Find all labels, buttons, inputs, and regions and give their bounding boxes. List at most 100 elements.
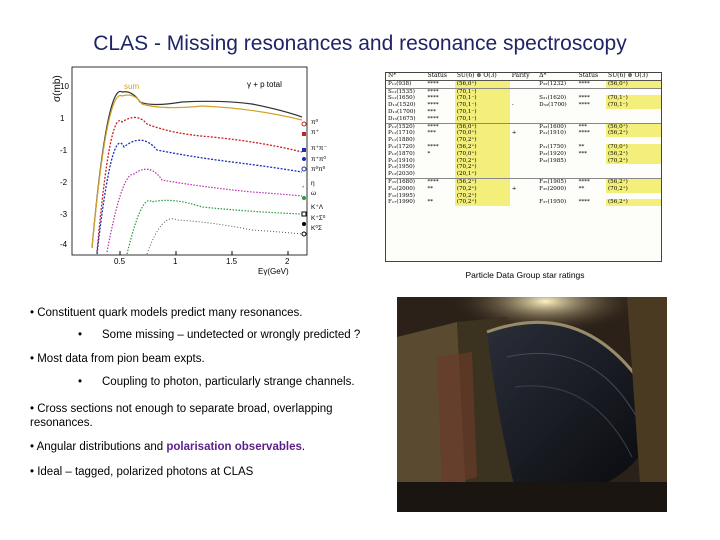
pdg-row: P₁₃(1720) **** (56,2⁺) P₃₁(1750) ** (70,0⁺) xyxy=(386,143,661,151)
pdg-cell xyxy=(577,137,606,144)
pdg-row: F₁₇(1990) ** (70,2⁺) F₃₇(1950) **** (56,2⁺) xyxy=(386,199,661,207)
pdg-row: P₁₁(1880) (70,2⁺) xyxy=(386,137,661,144)
legend-entry: π⁰π⁰ xyxy=(311,165,326,173)
pdg-cell xyxy=(577,171,606,178)
pdg-cell: **** xyxy=(578,95,590,102)
pdg-cell xyxy=(537,109,576,116)
legend-entry: π⁺ xyxy=(311,129,319,137)
pdg-cell: (56,2⁺) xyxy=(605,150,661,158)
pdg-cell: (70,0⁺) xyxy=(454,150,510,158)
legend-entry: K⁺Λ xyxy=(311,204,324,212)
pdg-cell: **** xyxy=(427,143,439,150)
pdg-cell: **** xyxy=(425,122,455,131)
pdg-cell: (70,1⁻) xyxy=(454,87,510,96)
pdg-cell xyxy=(577,164,606,171)
pdg-cell: (70,0⁺) xyxy=(454,130,510,138)
pdg-cell: F₁₅(2000) xyxy=(388,185,415,192)
x-tick-2: 2 xyxy=(285,257,290,266)
pdg-cell xyxy=(510,158,537,165)
legend-entry: π⁺π⁻ xyxy=(311,145,327,153)
pdg-cell: (70,1⁻) xyxy=(454,102,510,109)
cross-section-plot: * σ(mb) 10 1 -1 -2 -3 -4 0.5 1 1.5 2 Eγ(… xyxy=(52,62,352,277)
legend-entry: π⁰ xyxy=(311,119,319,126)
pdg-cell: *** xyxy=(576,122,606,131)
pdg-cell xyxy=(537,137,576,144)
pdg-cell: (70,2⁺) xyxy=(454,137,510,144)
pdg-cell: **** xyxy=(578,130,590,137)
pdg-cell xyxy=(537,171,576,178)
pdg-cell: (56,0⁺) xyxy=(454,80,510,89)
pdg-row: P₁₁(938) **** (56,0⁺) P₃₃(1232) **** (56,0⁺) xyxy=(386,80,661,89)
pdg-row: D₁₃(1700) *** (70,1⁻) xyxy=(386,108,661,116)
pdg-header-cell: SU(6) ⊗ O(3) xyxy=(454,73,510,81)
pdg-cell: **** xyxy=(427,95,439,102)
legend-entry: ω xyxy=(311,190,317,198)
pdg-cell: P₁₃(2030) xyxy=(388,171,415,178)
pdg-cell: P₁₃(1720) xyxy=(388,143,415,150)
bullet-4-highlight: polarisation observables xyxy=(166,441,302,453)
pdg-cell: * xyxy=(427,150,431,157)
pdg-cell: - xyxy=(511,102,514,109)
pdg-cell xyxy=(537,87,577,96)
pdg-cell: **** xyxy=(427,115,439,122)
pdg-cell xyxy=(425,171,454,178)
pdg-cell xyxy=(425,193,454,200)
pdg-row: P₁₁(1710) *** (70,0⁺) + P₃₁(1910) **** (56,2⁺) xyxy=(386,130,661,138)
pdg-cell: ** xyxy=(427,185,434,192)
pdg-cell xyxy=(510,137,537,144)
pdg-cell: S₃₁(1620) xyxy=(539,95,567,102)
pdg-cell: **** xyxy=(425,177,455,186)
sum-label: sum xyxy=(124,82,140,91)
pdg-row: P₁₃(1950) (70,2⁺) xyxy=(386,164,661,172)
pdg-cell xyxy=(509,177,538,186)
pdg-cell xyxy=(425,137,454,144)
pdg-cell xyxy=(510,95,537,102)
pdg-cell: *** xyxy=(427,108,436,115)
pdg-header-cell: Status xyxy=(425,73,455,81)
pdg-cell: P₁₃(1870) xyxy=(388,150,415,157)
pdg-cell: (70,0⁺) xyxy=(605,143,661,151)
pdg-cell xyxy=(510,193,537,200)
pdg-row: P₁₃(1870) * (70,0⁺) P₃₃(1920) *** (56,2⁺) xyxy=(386,150,661,158)
legend-entry: π⁺π⁰ xyxy=(311,155,327,163)
plot-x-axis-label: Eγ(GeV) xyxy=(258,267,289,276)
pdg-cell: D₁₅(1675) xyxy=(388,115,416,122)
pdg-cell xyxy=(577,116,606,123)
pdg-cell: (56,2⁺) xyxy=(454,143,510,151)
pdg-cell: (20,1⁺) xyxy=(454,171,510,179)
pdg-row: S₁₁(1650) **** (70,1⁻) S₃₁(1620) **** (70,1⁻) xyxy=(386,95,661,103)
sub-bullet-marker: • xyxy=(78,376,83,388)
pdg-cell: (56,2⁺) xyxy=(605,177,661,186)
bullet-3: • Cross sections not enough to separate … xyxy=(30,403,333,429)
pdg-cell xyxy=(577,158,606,165)
pdg-cell: *** xyxy=(578,150,588,157)
pdg-cell: P₃₃(1600) xyxy=(537,122,577,131)
pdg-cell: ** xyxy=(578,143,585,150)
pdg-cell: **** xyxy=(576,177,606,186)
pdg-cell xyxy=(509,87,538,96)
x-tick-1: 1 xyxy=(173,257,178,266)
pdg-cell: D₁₃(1700) xyxy=(388,108,416,115)
pdg-cell: *** xyxy=(427,130,436,137)
pdg-cell xyxy=(606,171,661,178)
pdg-cell: (70,2⁺) xyxy=(605,185,661,193)
pdg-cell xyxy=(606,116,661,123)
pdg-cell: (70,1⁻) xyxy=(454,108,510,116)
pdg-cell: (56,2⁺) xyxy=(605,199,661,207)
pdg-cell: P₃₁(1910) xyxy=(539,130,567,137)
pdg-cell: P₃₁(1750) xyxy=(539,143,567,150)
pdg-cell: P₃₃(1985) xyxy=(539,157,567,164)
pdg-cell: (70,1⁻) xyxy=(605,95,661,103)
svg-text:*: * xyxy=(302,186,305,192)
pdg-cell: (70,1⁻) xyxy=(454,115,510,124)
pdg-cell xyxy=(606,109,661,116)
pdg-cell: (56,2⁺) xyxy=(605,130,661,138)
bullet-4-text: • Angular distributions and xyxy=(30,441,167,453)
pdg-header-cell: Parity xyxy=(509,73,538,81)
pdg-row: F₁₅(2000) ** (70,2⁺) + F₃₅(2000) ** (70,2⁺) xyxy=(386,185,661,193)
pdg-cell: P₁₃(1910) xyxy=(388,157,415,164)
pdg-cell: **** xyxy=(425,87,455,96)
sub-bullet-2: Coupling to photon, particularly strange… xyxy=(102,376,355,388)
pdg-cell: P₁₁(938) xyxy=(388,80,412,87)
pdg-cell: F₁₅(1995) xyxy=(388,192,415,199)
